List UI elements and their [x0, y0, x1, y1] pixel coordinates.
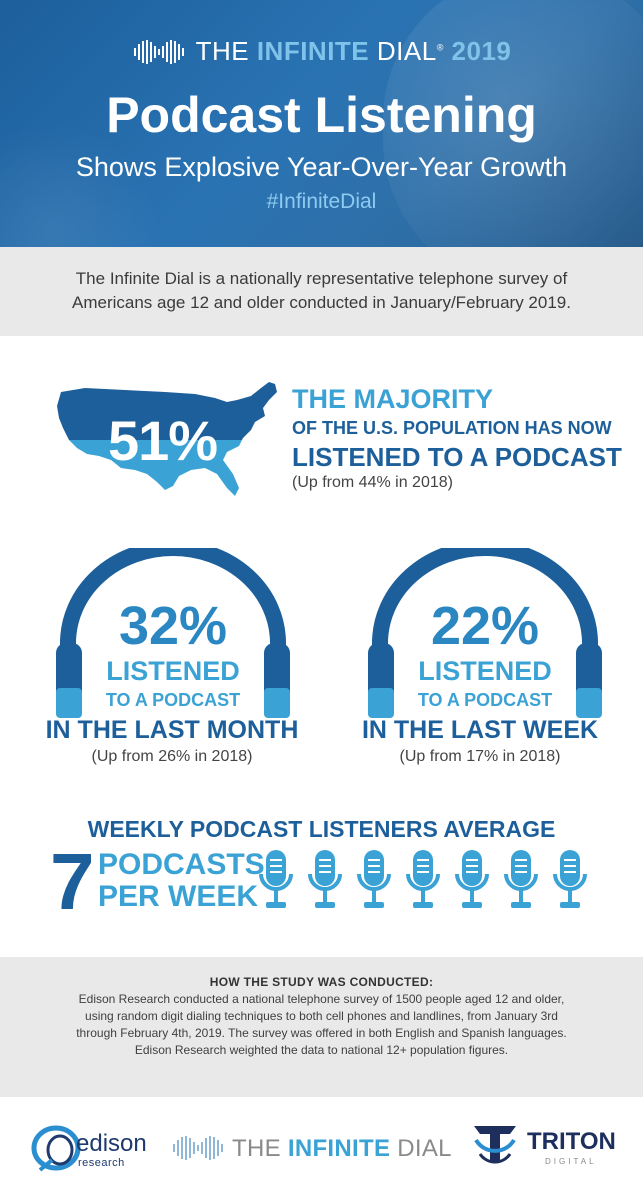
- intro-line-1: The Infinite Dial is a nationally repres…: [75, 269, 568, 288]
- microphone-row: [258, 848, 588, 918]
- headphones-icon: [368, 548, 602, 718]
- footer-dial-post: DIAL: [390, 1135, 452, 1162]
- majority-percent: 51%: [108, 409, 218, 472]
- page-title: Podcast Listening: [106, 87, 537, 143]
- usa-map-icon: [57, 382, 277, 496]
- monthly-to-a-podcast: TO A PODCAST: [105, 690, 241, 710]
- edison-sub: research: [78, 1157, 125, 1169]
- footer-dial-pre: THE: [232, 1135, 288, 1162]
- brand-wordmark: THE INFINITE DIAL® 2019: [196, 36, 512, 67]
- triton-sub: DIGITAL: [545, 1157, 597, 1166]
- weekly-percent: 22%: [430, 596, 540, 656]
- headphones-icon: [56, 548, 290, 718]
- brand-year: 2019: [443, 36, 512, 66]
- monthly-period: IN THE LAST MONTH: [45, 716, 299, 744]
- methodology-line-2: using random digit dialing techniques to…: [85, 1009, 558, 1023]
- brand-post: DIAL: [369, 36, 437, 66]
- infinite-dial-wordmark: THE INFINITE DIAL: [232, 1135, 452, 1163]
- infinite-dial-footer-logo: [173, 1136, 223, 1160]
- methodology-line-3: through February 4th, 2019. The survey w…: [76, 1026, 567, 1040]
- microphone-icon: [259, 850, 293, 908]
- majority-listened: LISTENED TO A PODCAST: [292, 442, 622, 472]
- methodology-line-4: Edison Research weighted the data to nat…: [134, 1043, 509, 1057]
- intro-panel: The Infinite Dial is a nationally repres…: [0, 247, 643, 336]
- footer-dial-accent: INFINITE: [287, 1135, 391, 1162]
- monthly-listened: LISTENED: [106, 656, 240, 686]
- methodology-body: Edison Research conducted a national tel…: [16, 991, 628, 1059]
- microphone-icon: [406, 850, 440, 908]
- brand-row: THE INFINITE DIAL® 2019: [0, 36, 643, 67]
- intro-line-2: Americans age 12 and older conducted in …: [72, 293, 571, 312]
- microphone-icon: [308, 850, 342, 908]
- monthly-note: (Up from 26% in 2018): [91, 748, 253, 765]
- brand-accent: INFINITE: [256, 36, 370, 66]
- triton-wordmark: TRITON: [527, 1128, 616, 1155]
- monthly-percent: 32%: [118, 596, 228, 656]
- microphone-icon: [455, 850, 489, 908]
- weekly-note: (Up from 17% in 2018): [399, 748, 561, 765]
- edison-wordmark: edison: [76, 1130, 147, 1157]
- page-subtitle: Shows Explosive Year-Over-Year Growth: [75, 152, 568, 182]
- brand-pre: THE: [195, 36, 257, 66]
- methodology-line-1: Edison Research conducted a national tel…: [78, 992, 565, 1006]
- hashtag: #InfiniteDial: [266, 190, 377, 213]
- infinity-dial-logo-icon: [133, 39, 184, 64]
- majority-subline: OF THE U.S. POPULATION HAS NOW: [292, 418, 612, 438]
- weekly-average-count: 7: [50, 837, 95, 926]
- weekly-average-heading: WEEKLY PODCAST LISTENERS AVERAGE: [87, 816, 556, 842]
- microphone-icon: [504, 850, 538, 908]
- methodology-heading: HOW THE STUDY WAS CONDUCTED:: [209, 975, 434, 989]
- header-banner: THE INFINITE DIAL® 2019 Podcast Listenin…: [0, 0, 643, 247]
- microphone-icon: [553, 850, 587, 908]
- majority-note: (Up from 44% in 2018): [292, 474, 453, 491]
- methodology-panel: HOW THE STUDY WAS CONDUCTED: Edison Rese…: [0, 957, 643, 1097]
- microphone-background-graphic: [383, 0, 643, 247]
- triton-logo: [474, 1126, 516, 1164]
- microphone-icon: [357, 850, 391, 908]
- majority-headline: THE MAJORITY: [292, 384, 494, 414]
- weekly-period: IN THE LAST WEEK: [361, 716, 599, 744]
- weekly-to-a-podcast: TO A PODCAST: [417, 690, 553, 710]
- per-week-label: PER WEEK: [98, 880, 259, 913]
- brand-registered: ®: [436, 42, 444, 53]
- podcasts-label: PODCASTS: [98, 848, 265, 881]
- weekly-listened: LISTENED: [418, 656, 552, 686]
- edison-logo: [31, 1125, 81, 1172]
